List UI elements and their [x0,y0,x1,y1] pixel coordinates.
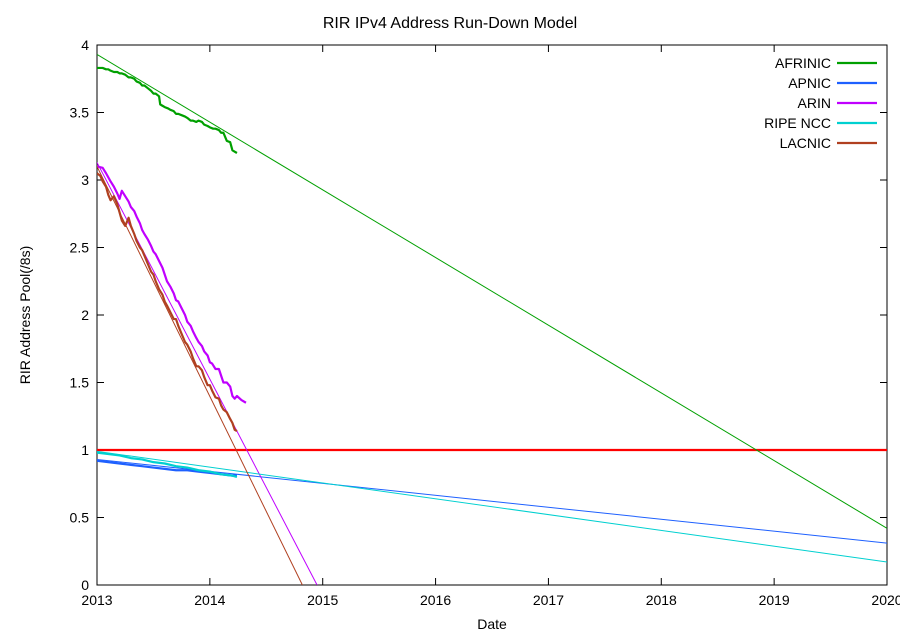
x-tick-label: 2017 [533,592,564,608]
chart-container: RIR IPv4 Address Run-Down Model 0 0.5 1 1.5… [0,0,900,640]
series-line-afrinic [97,68,237,153]
x-tick-label: 2015 [307,592,338,608]
y-axis-label: RIR Address Pool(/8s) [17,246,33,385]
y-tick-label: 3.5 [70,105,90,121]
series-projection-lacnic [97,167,302,586]
legend-label: ARIN [798,95,831,111]
series-line-arin [97,167,246,403]
legend: AFRINIC APNIC ARIN RIPE NCC LACNIC [764,55,877,151]
series-line-lacnic [97,173,237,431]
series-line-ripe_ncc [97,453,237,477]
legend-label: LACNIC [780,135,831,151]
y-tick-label: 0.5 [70,510,90,526]
x-tick-label: 2019 [759,592,790,608]
x-tick-label: 2016 [420,592,451,608]
x-tick-label: 2013 [81,592,112,608]
y-tick-label: 4 [81,37,89,53]
line-chart: RIR IPv4 Address Run-Down Model 0 0.5 1 1.5… [0,0,900,640]
y-tick-label: 1.5 [70,375,90,391]
y-tick-label: 1 [81,442,89,458]
legend-label: RIPE NCC [764,115,831,131]
x-axis-label: Date [477,616,507,632]
legend-label: AFRINIC [775,55,831,71]
x-tick-label: 2014 [194,592,225,608]
legend-label: APNIC [788,75,831,91]
y-tick-label: 2.5 [70,240,90,256]
x-tick-label: 2018 [646,592,677,608]
y-tick-label: 2 [81,307,89,323]
series-projection-ripe_ncc [97,451,887,562]
chart-title: RIR IPv4 Address Run-Down Model [323,15,577,32]
y-tick-label: 3 [81,172,89,188]
y-tick-label: 0 [81,577,89,593]
x-tick-label: 2020 [871,592,900,608]
plot-area [97,54,887,585]
